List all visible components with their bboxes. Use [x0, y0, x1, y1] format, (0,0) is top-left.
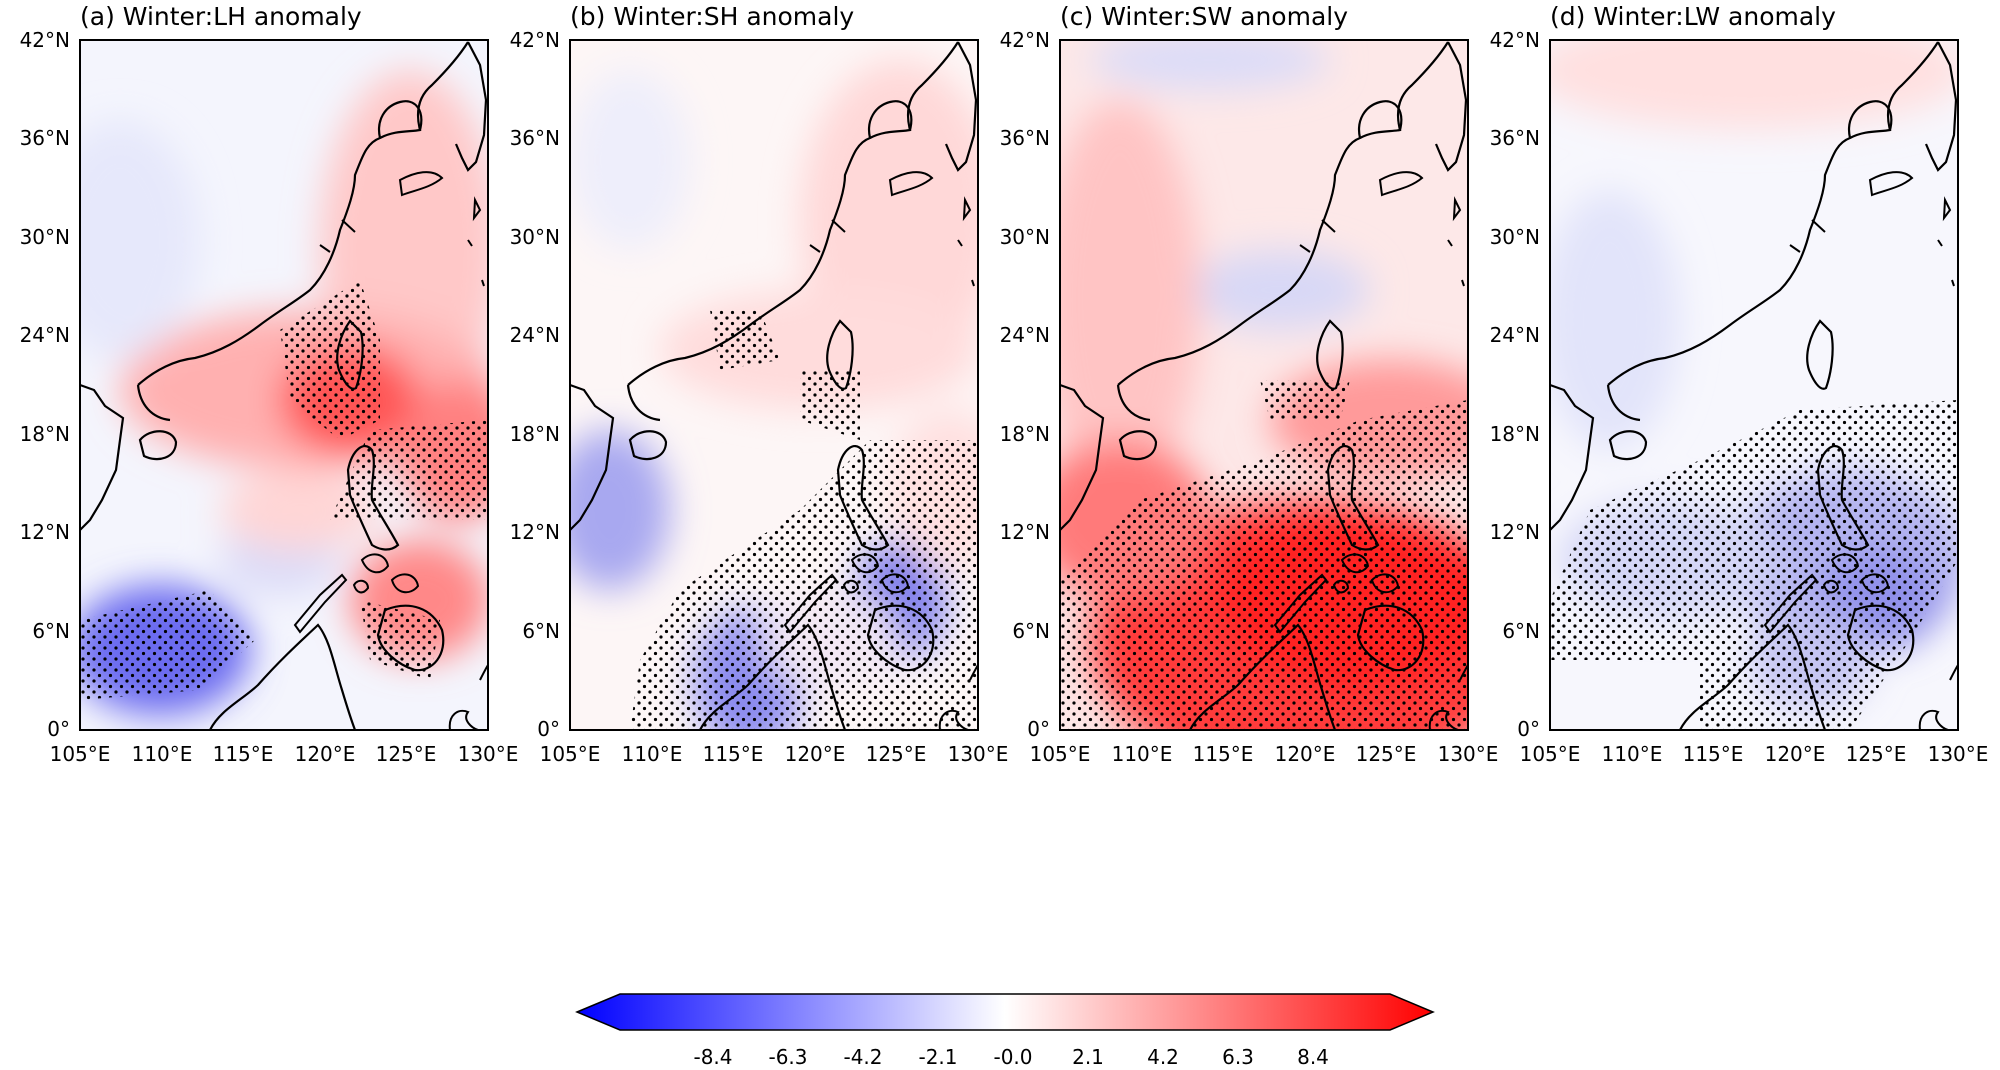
colorbar-tick: 6.3 [1222, 1045, 1254, 1069]
lon-tick: 115°E [212, 742, 274, 766]
panel-a: (a) Winter:LH anomaly [0, 0, 520, 780]
lat-tick: 36°N [509, 126, 560, 150]
lat-tick: 42°N [19, 28, 70, 52]
lat-tick: 6°N [522, 619, 560, 643]
panel-title: (b) Winter:SH anomaly [570, 2, 855, 31]
lon-tick: 125°E [1845, 742, 1907, 766]
lon-tick: 125°E [865, 742, 927, 766]
colorbar-tick: -0.0 [993, 1045, 1033, 1069]
lat-tick: 18°N [19, 422, 70, 446]
lat-tick: 36°N [999, 126, 1050, 150]
lon-tick: 110°E [131, 742, 193, 766]
lat-tick: 36°N [19, 126, 70, 150]
lat-tick: 30°N [1489, 225, 1540, 249]
colorbar: -8.4 -6.3 -4.2 -2.1 -0.0 2.1 4.2 6.3 8.4 [575, 990, 1435, 1070]
map-panel-a [79, 39, 489, 731]
lat-tick: 0° [1027, 717, 1050, 741]
lat-tick: 18°N [1489, 422, 1540, 446]
lat-tick: 42°N [509, 28, 560, 52]
map-panel-c [1059, 39, 1469, 731]
lon-tick: 120°E [784, 742, 846, 766]
lat-tick: 42°N [1489, 28, 1540, 52]
lat-tick: 24°N [509, 323, 560, 347]
lat-tick: 0° [1517, 717, 1540, 741]
lon-tick: 110°E [621, 742, 683, 766]
lat-tick: 6°N [1012, 619, 1050, 643]
lat-tick: 24°N [999, 323, 1050, 347]
colorbar-tick: 2.1 [1072, 1045, 1104, 1069]
lat-tick: 12°N [19, 520, 70, 544]
map-panel-b [569, 39, 979, 731]
lat-tick: 24°N [1489, 323, 1540, 347]
colorbar-tick: 4.2 [1147, 1045, 1179, 1069]
colorbar-gradient [575, 993, 1435, 1031]
panel-b: (b) Winter:SH anomaly [490, 0, 1010, 780]
lon-tick: 105°E [1029, 742, 1091, 766]
lon-tick: 105°E [49, 742, 111, 766]
colorbar-tick: -6.3 [768, 1045, 808, 1069]
colorbar-tick: -2.1 [918, 1045, 958, 1069]
lat-tick: 24°N [19, 323, 70, 347]
lat-tick: 30°N [999, 225, 1050, 249]
lon-tick: 120°E [294, 742, 356, 766]
lon-tick: 130°E [947, 742, 1009, 766]
lon-tick: 115°E [702, 742, 764, 766]
lon-tick: 130°E [457, 742, 519, 766]
lat-tick: 30°N [509, 225, 560, 249]
lat-tick: 36°N [1489, 126, 1540, 150]
lat-tick: 6°N [32, 619, 70, 643]
lon-tick: 125°E [1355, 742, 1417, 766]
lat-tick: 30°N [19, 225, 70, 249]
lat-tick: 18°N [509, 422, 560, 446]
lon-tick: 120°E [1274, 742, 1336, 766]
lat-tick: 12°N [509, 520, 560, 544]
colorbar-tick: 8.4 [1297, 1045, 1329, 1069]
lat-tick: 0° [47, 717, 70, 741]
panel-title: (a) Winter:LH anomaly [80, 2, 362, 31]
colorbar-tick: -8.4 [693, 1045, 733, 1069]
panel-title: (c) Winter:SW anomaly [1060, 2, 1349, 31]
lon-tick: 125°E [375, 742, 437, 766]
lon-tick: 130°E [1927, 742, 1989, 766]
lat-tick: 42°N [999, 28, 1050, 52]
lat-tick: 6°N [1502, 619, 1540, 643]
lat-tick: 12°N [1489, 520, 1540, 544]
panel-c: (c) Winter:SW anomaly 42°N 3 [980, 0, 1500, 780]
lon-tick: 110°E [1601, 742, 1663, 766]
lat-tick: 0° [537, 717, 560, 741]
colorbar-bar [575, 993, 1435, 1031]
lat-tick: 18°N [999, 422, 1050, 446]
colorbar-tick: -4.2 [843, 1045, 883, 1069]
lon-tick: 105°E [539, 742, 601, 766]
lon-tick: 105°E [1519, 742, 1581, 766]
lon-tick: 115°E [1682, 742, 1744, 766]
lat-tick: 12°N [999, 520, 1050, 544]
lon-tick: 110°E [1111, 742, 1173, 766]
lon-tick: 130°E [1437, 742, 1499, 766]
panel-title: (d) Winter:LW anomaly [1550, 2, 1836, 31]
lon-tick: 120°E [1764, 742, 1826, 766]
panel-d: (d) Winter:LW anomaly 42°N 36°N 30°N 24°… [1470, 0, 1990, 780]
lon-tick: 115°E [1192, 742, 1254, 766]
map-panel-d [1549, 39, 1959, 731]
